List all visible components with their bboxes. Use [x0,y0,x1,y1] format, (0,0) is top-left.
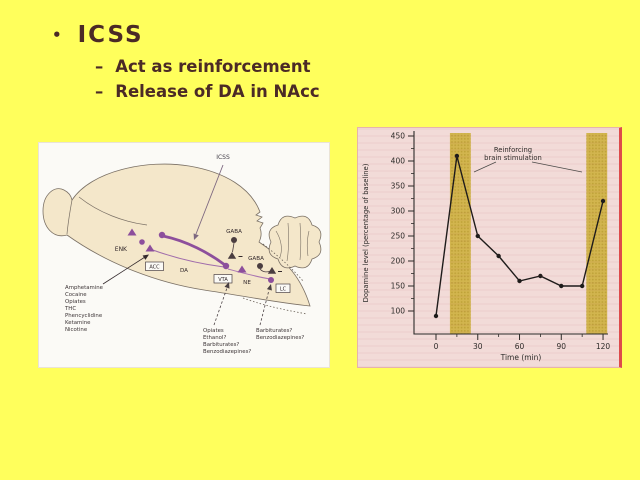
da-label: DA [180,268,188,274]
data-point [517,278,522,284]
data-point [579,283,585,289]
icss-electrode-arrow [195,164,224,235]
lc-neuron-icon [268,277,274,283]
purple-triangle-icon [237,265,247,273]
cortex-inner-line [78,196,148,226]
slide-title: ICSS [77,22,144,48]
drug-list-item: Opiates [65,299,86,305]
data-point [475,233,480,239]
drug-list-item: THC [64,306,76,312]
sub-bullet-1: – Act as reinforcement [95,57,311,76]
sub-bullet-1-label: Act as reinforcement [115,57,311,76]
drug-list-item: Nicotine [65,327,88,333]
sub-bullet-2: – Release of DA in NAcc [95,82,320,101]
brain-diagram-figure: ICSS ACC VTA LC EN [38,142,330,368]
annotation-line2: brain stimulation [484,154,542,162]
purple-neuron-icon [139,239,145,245]
enk-pathway [149,248,225,268]
x-axis-title: Time (min) [500,353,542,362]
drug-list-item: Ketamine [65,320,91,326]
x-tick-label: 0 [434,342,439,351]
x-tick-label: 30 [473,342,483,351]
y-tick-label: 150 [391,282,406,291]
x-tick-label: 90 [557,342,567,351]
y-tick-label: 350 [391,182,406,191]
drug-list-arrowhead-icon [142,254,149,260]
dopamine-chart-figure: 100 150 200 250 300 350 400 450 0 30 60 90 120 Time (… [357,127,622,368]
data-point [600,198,606,204]
lc-box [275,283,291,293]
ne-label: NE [243,280,251,286]
y-tick-label: 400 [391,157,406,166]
data-point [433,313,439,319]
vta-label: VTA [218,277,228,283]
gaba-neuron-icon [257,263,263,269]
annotation-line1: Reinforcing [494,146,532,154]
icss-arrowhead-icon [193,233,199,240]
gaba-axon [232,242,235,253]
acc-label: ACC [149,264,160,270]
icss-diagram-label: ICSS [216,154,230,161]
brain-diagram-svg: ICSS ACC VTA LC EN [42,154,322,355]
brainstem-dotted-line-upper [262,243,304,282]
vta-box [213,274,233,284]
gaba-terminal-icon [227,252,237,259]
data-point [496,253,501,259]
purple-triangle-icon [127,228,137,236]
brainstem-dotted-line-lower [242,297,308,315]
vta-drug-item: Benzodiazepines? [203,349,251,355]
vta-drugs-arrowhead-icon [224,282,230,289]
x-tick-label: 120 [596,342,611,351]
y-tick-label: 450 [391,132,406,141]
drug-list-item: Phencyclidine [65,313,103,319]
gaba-axon [259,268,271,273]
gaba-vta-label: GABA [226,229,242,235]
acc-box [145,261,164,271]
data-point [538,273,543,279]
vta-neuron-icon [222,262,230,270]
lc-drug-item: Benzodiazepines? [256,335,304,341]
drug-list-arrow [102,256,146,285]
dash-icon: – [95,82,104,101]
lc-label: LC [280,286,287,292]
gaba-lc-label: GABA [248,256,264,262]
title-bullet-row: • ICSS [52,22,144,48]
data-point [454,153,460,159]
y-axis-title: Dopamine level (percentage of baseline) [362,163,370,302]
y-tick-label: 200 [391,257,406,266]
bullet-icon: • [52,26,62,44]
data-point [559,283,564,289]
drug-list-item: Cocaine [65,292,87,298]
ne-pathway [227,268,271,280]
vta-drugs-dashed-arrow [213,287,228,326]
purple-triangle-icon [145,244,155,252]
lc-drugs-dashed-arrow [259,289,270,326]
y-tick-label: 250 [391,232,406,241]
enk-label: ENK [115,246,128,253]
dash-icon: – [95,57,104,76]
gaba-neuron-icon [231,237,237,243]
mfb-da-pathway [161,234,227,267]
lc-drugs-arrowhead-icon [266,284,272,291]
stimulation-band [586,133,608,334]
y-tick-label: 100 [391,307,406,316]
stimulation-band [449,133,471,334]
drug-list-item: Amphetamine [65,285,104,291]
gaba-terminal-icon [267,267,277,274]
olfactory-bulb-divider [66,199,73,235]
lc-drug-item: Barbiturates? [256,328,292,334]
annotation-pointer-lines [473,161,583,173]
vta-drug-item: Barbiturates? [203,342,239,348]
vta-drug-item: Opiates [203,328,224,334]
purple-neuron-icon [158,231,166,239]
sub-bullet-2-label: Release of DA in NAcc [115,82,320,101]
dopamine-chart-svg: 100 150 200 250 300 350 400 450 0 30 60 90 120 Time (… [362,131,611,362]
x-tick-label: 60 [515,342,525,351]
cerebellum-folia-lines [275,222,310,262]
y-tick-label: 300 [391,207,406,216]
vta-drug-item: Ethanol? [203,335,226,341]
